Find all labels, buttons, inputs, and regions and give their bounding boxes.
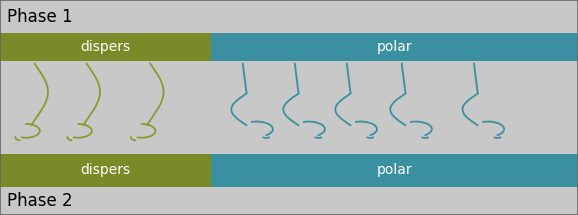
FancyBboxPatch shape	[211, 33, 578, 61]
FancyBboxPatch shape	[211, 154, 578, 187]
FancyBboxPatch shape	[0, 0, 578, 33]
FancyBboxPatch shape	[0, 33, 211, 61]
Text: dispers: dispers	[80, 163, 131, 177]
Text: polar: polar	[377, 40, 412, 54]
Text: dispers: dispers	[80, 40, 131, 54]
FancyBboxPatch shape	[0, 154, 211, 187]
Text: Phase 1: Phase 1	[7, 8, 73, 26]
Text: polar: polar	[377, 163, 412, 177]
Text: Phase 2: Phase 2	[7, 192, 73, 210]
FancyBboxPatch shape	[0, 187, 578, 215]
